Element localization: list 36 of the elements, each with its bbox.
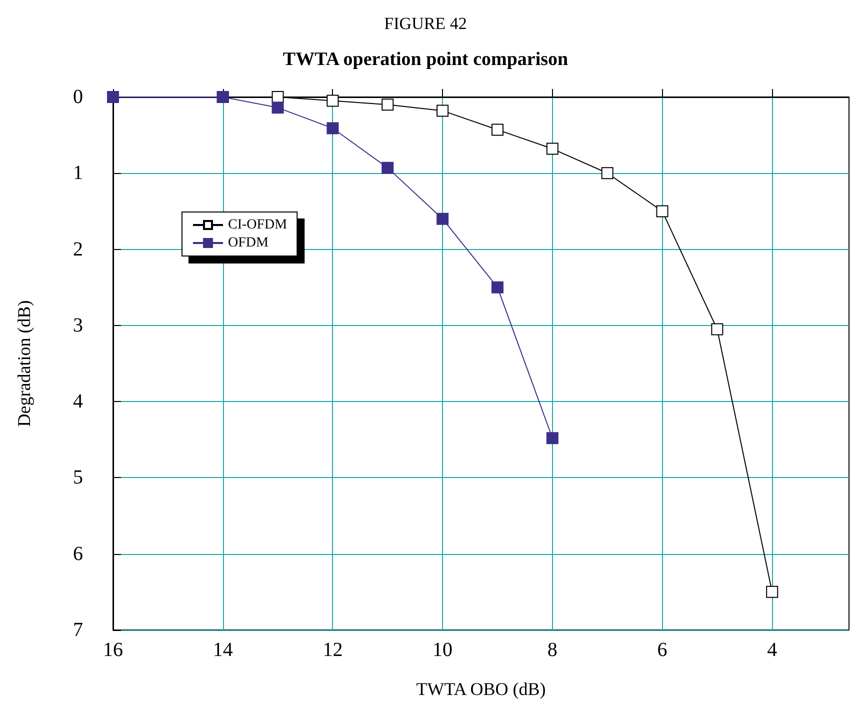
y-tick-label: 1: [73, 162, 83, 184]
caption: FIGURE 42: [384, 14, 467, 33]
point: [326, 94, 339, 107]
point: [382, 98, 394, 111]
legend-label: OFDM: [228, 236, 270, 250]
point: [491, 124, 504, 136]
x-tick-label: 14: [212, 639, 233, 661]
x-tick-label: 16: [103, 639, 123, 661]
point: [436, 212, 449, 225]
point: [766, 586, 778, 598]
y-tick-label: 0: [73, 86, 83, 108]
x-tick-label: 4: [767, 639, 778, 661]
point: [272, 102, 284, 114]
point: [382, 162, 394, 174]
point: [546, 142, 558, 155]
x-tick-label: 12: [322, 639, 343, 661]
y-axis-title: Degradation (dB): [14, 300, 34, 427]
x-tick-label: 8: [547, 639, 558, 661]
x-tick-label: 10: [432, 639, 453, 661]
y-tick-label: 6: [73, 542, 83, 565]
point: [546, 432, 558, 444]
y-tick-label: 3: [73, 314, 83, 336]
point: [656, 205, 668, 218]
y-tick-label: 5: [73, 466, 83, 489]
legend-label: CI-OFDM: [228, 218, 288, 232]
point: [491, 281, 504, 294]
x-tick-label: 6: [657, 639, 668, 661]
chart-title: TWTA operation point comparison: [282, 49, 569, 70]
point: [326, 122, 339, 134]
x-axis-title: TWTA OBO (dB): [416, 679, 546, 699]
point: [601, 167, 614, 180]
y-tick-label: 7: [73, 619, 83, 641]
point: [711, 323, 724, 336]
y-tick-label: 2: [73, 238, 83, 260]
point: [436, 104, 449, 117]
y-tick-label: 4: [73, 390, 83, 413]
